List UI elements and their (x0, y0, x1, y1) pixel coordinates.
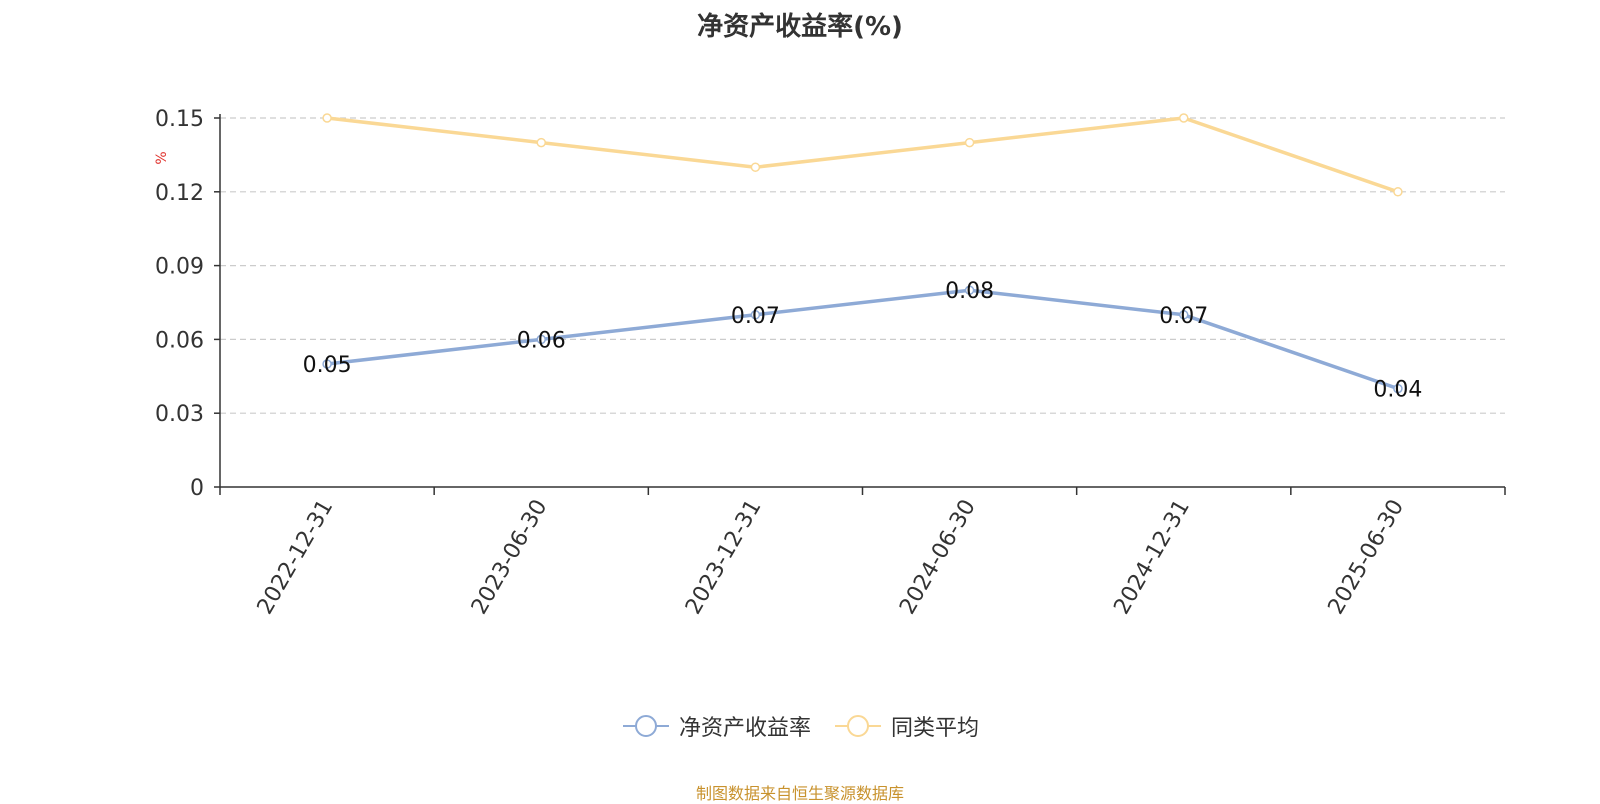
data-point-roe (964, 285, 975, 295)
source-note: 制图数据来自恒生聚源数据库 (695, 784, 904, 803)
chart-title: 净资产收益率(%) (697, 12, 903, 42)
data-point-avg (322, 113, 332, 123)
y-tick-label: 0.03 (155, 402, 204, 427)
x-tick-label: 2023-06-30 (467, 496, 553, 619)
y-tick-label: 0.15 (155, 107, 204, 132)
data-label-roe: 0.05 (303, 353, 352, 378)
y-tick-label: 0 (190, 476, 204, 501)
y-tick-label: 0.09 (155, 255, 204, 280)
x-tick-label: 2024-12-31 (1109, 496, 1195, 619)
legend-label-avg: 同类平均 (891, 716, 980, 741)
data-label-roe: 0.04 (1373, 378, 1422, 403)
legend-item-roe[interactable]: 净资产收益率 (621, 710, 811, 742)
series-line-roe (326, 288, 1399, 391)
y-axis-unit-label: % (154, 151, 170, 165)
legend-swatch-avg-icon (835, 715, 881, 737)
data-point-roe (1179, 310, 1189, 320)
legend-item-avg[interactable]: 同类平均 (833, 710, 979, 742)
x-tick-label: 2024-06-30 (895, 495, 981, 618)
data-point-roe (322, 359, 332, 369)
x-tick-label: 2023-12-31 (681, 496, 767, 619)
legend-label-roe: 净资产收益率 (678, 716, 811, 741)
x-tick-label: 2025-06-30 (1324, 496, 1410, 619)
data-label-roe: 0.06 (517, 328, 566, 353)
y-tick-label: 0.06 (155, 328, 204, 353)
data-point-roe (1393, 383, 1403, 394)
data-point-roe (750, 310, 761, 320)
data-point-avg (750, 162, 761, 172)
data-point-avg (1393, 187, 1403, 197)
data-point-avg (536, 137, 546, 148)
legend: 净资产收益率 同类平均 (0, 710, 1600, 742)
data-point-avg (1179, 113, 1189, 123)
data-label-roe: 0.08 (945, 279, 994, 304)
y-tick-label: 0.12 (155, 181, 204, 206)
data-label-roe: 0.07 (1159, 304, 1208, 329)
x-tick-label: 2022-12-31 (253, 496, 339, 619)
legend-swatch-roe-icon (622, 715, 669, 737)
data-point-avg (964, 137, 975, 148)
data-point-roe (536, 334, 546, 345)
series-line-avg (326, 116, 1399, 194)
data-label-roe: 0.07 (731, 304, 780, 329)
